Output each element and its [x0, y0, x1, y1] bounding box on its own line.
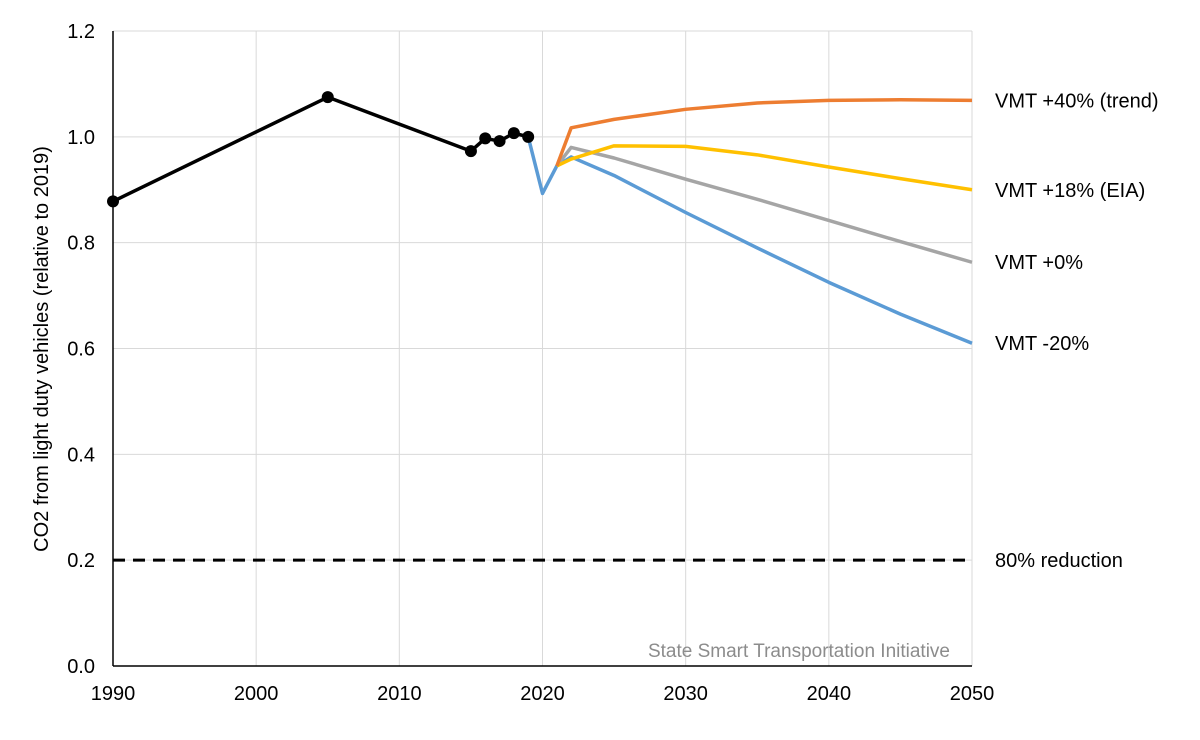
data-point-historical: [464, 145, 477, 158]
data-point-historical: [522, 130, 535, 143]
x-tick-label: 1990: [91, 683, 136, 705]
x-tick-label: 2010: [377, 683, 422, 705]
data-point-historical: [507, 127, 520, 140]
data-point-historical: [321, 91, 334, 104]
series-label-vmt_plus18: VMT +18% (EIA): [995, 180, 1145, 202]
series-lines: [107, 91, 973, 345]
x-tick-label: 2020: [520, 683, 565, 705]
series-line-vmt_minus20: [526, 136, 973, 345]
x-tick-label: 2050: [950, 683, 995, 705]
y-tick-label: 0.4: [67, 444, 95, 466]
y-tick-label: 0.6: [67, 339, 95, 361]
y-axis-label: CO2 from light duty vehicles (relative t…: [31, 146, 53, 552]
series-label-vmt_plus40: VMT +40% (trend): [995, 90, 1159, 112]
y-tick-labels: 0.0 0.2 0.4 0.6 0.8 1.0 1.2: [67, 21, 95, 678]
x-tick-label: 2000: [234, 683, 279, 705]
series-labels: 80% reduction VMT -20% VMT +0% VMT +18% (EI…: [995, 90, 1159, 572]
series-line-vmt_plus18: [556, 144, 973, 192]
y-tick-label: 0.0: [67, 656, 95, 678]
y-tick-label: 0.8: [67, 233, 95, 255]
data-point-historical: [493, 135, 506, 148]
y-tick-label: 1.2: [67, 21, 95, 43]
y-tick-label: 0.2: [67, 550, 95, 572]
reference-line-label: 80% reduction: [995, 550, 1123, 572]
watermark-text: State Smart Transportation Initiative: [648, 641, 950, 662]
data-point-historical: [479, 132, 492, 145]
data-point-historical: [107, 195, 119, 208]
series-label-vmt_0: VMT +0%: [995, 252, 1083, 274]
x-tick-label: 2030: [663, 683, 708, 705]
x-tick-label: 2040: [807, 683, 852, 705]
series-line-vmt_plus40: [555, 98, 973, 167]
y-tick-label: 1.0: [67, 127, 95, 149]
series-line-vmt_0: [555, 145, 973, 264]
gridlines: [113, 30, 973, 666]
series-label-vmt_minus20: VMT -20%: [995, 333, 1089, 355]
x-tick-labels: 1990 2000 2010 2020 2030 2040 2050: [91, 683, 995, 705]
